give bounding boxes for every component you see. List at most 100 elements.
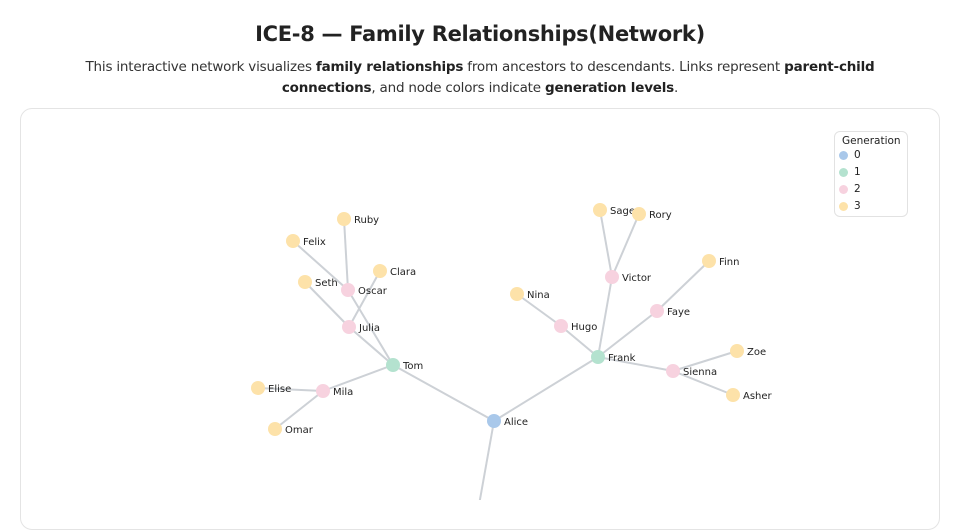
node-rory[interactable]: Rory: [632, 207, 672, 221]
link: [257, 387, 324, 392]
node-ruby[interactable]: Ruby: [337, 212, 379, 226]
node-oscar[interactable]: Oscar: [341, 283, 388, 297]
legend-swatch: [839, 184, 848, 194]
description-text: .: [674, 80, 679, 96]
node-nina[interactable]: Nina: [510, 287, 550, 301]
node-circle[interactable]: [487, 414, 501, 428]
node-circle[interactable]: [337, 212, 351, 226]
description-emphasis: generation levels: [544, 80, 675, 96]
node-circle[interactable]: [632, 207, 646, 221]
link: [656, 260, 710, 312]
node-circle[interactable]: [605, 270, 619, 284]
node-label: Rory: [649, 210, 672, 221]
node-circle[interactable]: [591, 350, 605, 364]
node-circle[interactable]: [373, 264, 387, 278]
node-sienna[interactable]: Sienna: [666, 364, 717, 378]
description-emphasis: parent-child connections: [281, 59, 875, 96]
node-finn[interactable]: Finn: [702, 254, 739, 268]
description-text: This interactive network visualizes: [85, 59, 316, 75]
node-label: Oscar: [358, 286, 388, 297]
node-label: Faye: [667, 307, 690, 318]
node-label: Asher: [743, 391, 773, 402]
node-tom[interactable]: Tom: [386, 358, 423, 372]
node-label: Sienna: [683, 367, 717, 378]
network-panel: [20, 108, 940, 530]
node-circle[interactable]: [726, 388, 740, 402]
node-felix[interactable]: Felix: [286, 234, 326, 248]
legend-item-0: 0: [839, 149, 861, 161]
node-circle[interactable]: [593, 203, 607, 217]
legend-item-2: 2: [839, 183, 861, 195]
link: [672, 370, 734, 396]
link: [347, 289, 394, 366]
node-circle[interactable]: [286, 234, 300, 248]
node-hugo[interactable]: Hugo: [554, 319, 597, 333]
node-elise[interactable]: Elise: [251, 381, 291, 395]
legend-swatch: [839, 150, 848, 160]
link: [322, 364, 394, 392]
link: [392, 364, 495, 422]
page-description: This interactive network visualizes fami…: [55, 57, 905, 99]
node-circle[interactable]: [341, 283, 355, 297]
node-label: Elise: [268, 384, 291, 395]
links-layer: [257, 209, 738, 500]
legend-label: 3: [854, 200, 861, 212]
link: [493, 356, 599, 422]
node-seth[interactable]: Seth: [298, 275, 338, 289]
link: [672, 350, 738, 372]
node-label: Felix: [303, 237, 326, 248]
legend-swatch: [839, 167, 848, 177]
node-victor[interactable]: Victor: [605, 270, 652, 284]
node-circle[interactable]: [510, 287, 524, 301]
link: [348, 326, 394, 366]
node-label: Frank: [608, 353, 636, 364]
link: [516, 293, 562, 327]
node-alice[interactable]: Alice: [487, 414, 528, 428]
description-emphasis: family relationships: [315, 59, 464, 75]
node-label: Alice: [504, 417, 528, 428]
node-circle[interactable]: [730, 344, 744, 358]
legend-item-3: 3: [839, 200, 861, 212]
legend-label: 0: [854, 149, 861, 161]
node-label: Tom: [402, 361, 423, 372]
node-omar[interactable]: Omar: [268, 422, 314, 436]
node-zoe[interactable]: Zoe: [730, 344, 766, 358]
node-sage[interactable]: Sage: [593, 203, 635, 217]
link: [478, 420, 495, 500]
description-text: , and node colors indicate: [371, 80, 545, 96]
node-circle[interactable]: [268, 422, 282, 436]
node-label: Clara: [390, 267, 416, 278]
network-graph[interactable]: Alice Tom Frank Oscar Julia Mila Victor Hugo Fay…: [0, 0, 960, 500]
legend-label: 1: [854, 166, 861, 178]
node-label: Nina: [527, 290, 550, 301]
link: [348, 270, 381, 328]
node-label: Victor: [622, 273, 652, 284]
node-label: Zoe: [747, 347, 766, 358]
node-faye[interactable]: Faye: [650, 304, 690, 318]
node-asher[interactable]: Asher: [726, 388, 773, 402]
description-text: from ancestors to descendants. Links rep…: [463, 59, 785, 75]
legend-label: 2: [854, 183, 861, 195]
node-circle[interactable]: [342, 320, 356, 334]
link: [597, 276, 613, 358]
node-clara[interactable]: Clara: [373, 264, 416, 278]
node-julia[interactable]: Julia: [342, 320, 380, 334]
node-circle[interactable]: [386, 358, 400, 372]
link: [597, 310, 658, 358]
node-circle[interactable]: [316, 384, 330, 398]
node-circle[interactable]: [251, 381, 265, 395]
link: [304, 281, 350, 328]
node-label: Mila: [333, 387, 353, 398]
node-label: Finn: [719, 257, 739, 268]
node-circle[interactable]: [702, 254, 716, 268]
node-circle[interactable]: [666, 364, 680, 378]
legend-title: Generation: [842, 135, 901, 147]
link: [597, 356, 674, 372]
legend-swatch: [839, 201, 848, 211]
node-circle[interactable]: [650, 304, 664, 318]
node-frank[interactable]: Frank: [591, 350, 636, 364]
link: [274, 390, 324, 430]
node-mila[interactable]: Mila: [316, 384, 353, 398]
node-circle[interactable]: [298, 275, 312, 289]
node-circle[interactable]: [554, 319, 568, 333]
